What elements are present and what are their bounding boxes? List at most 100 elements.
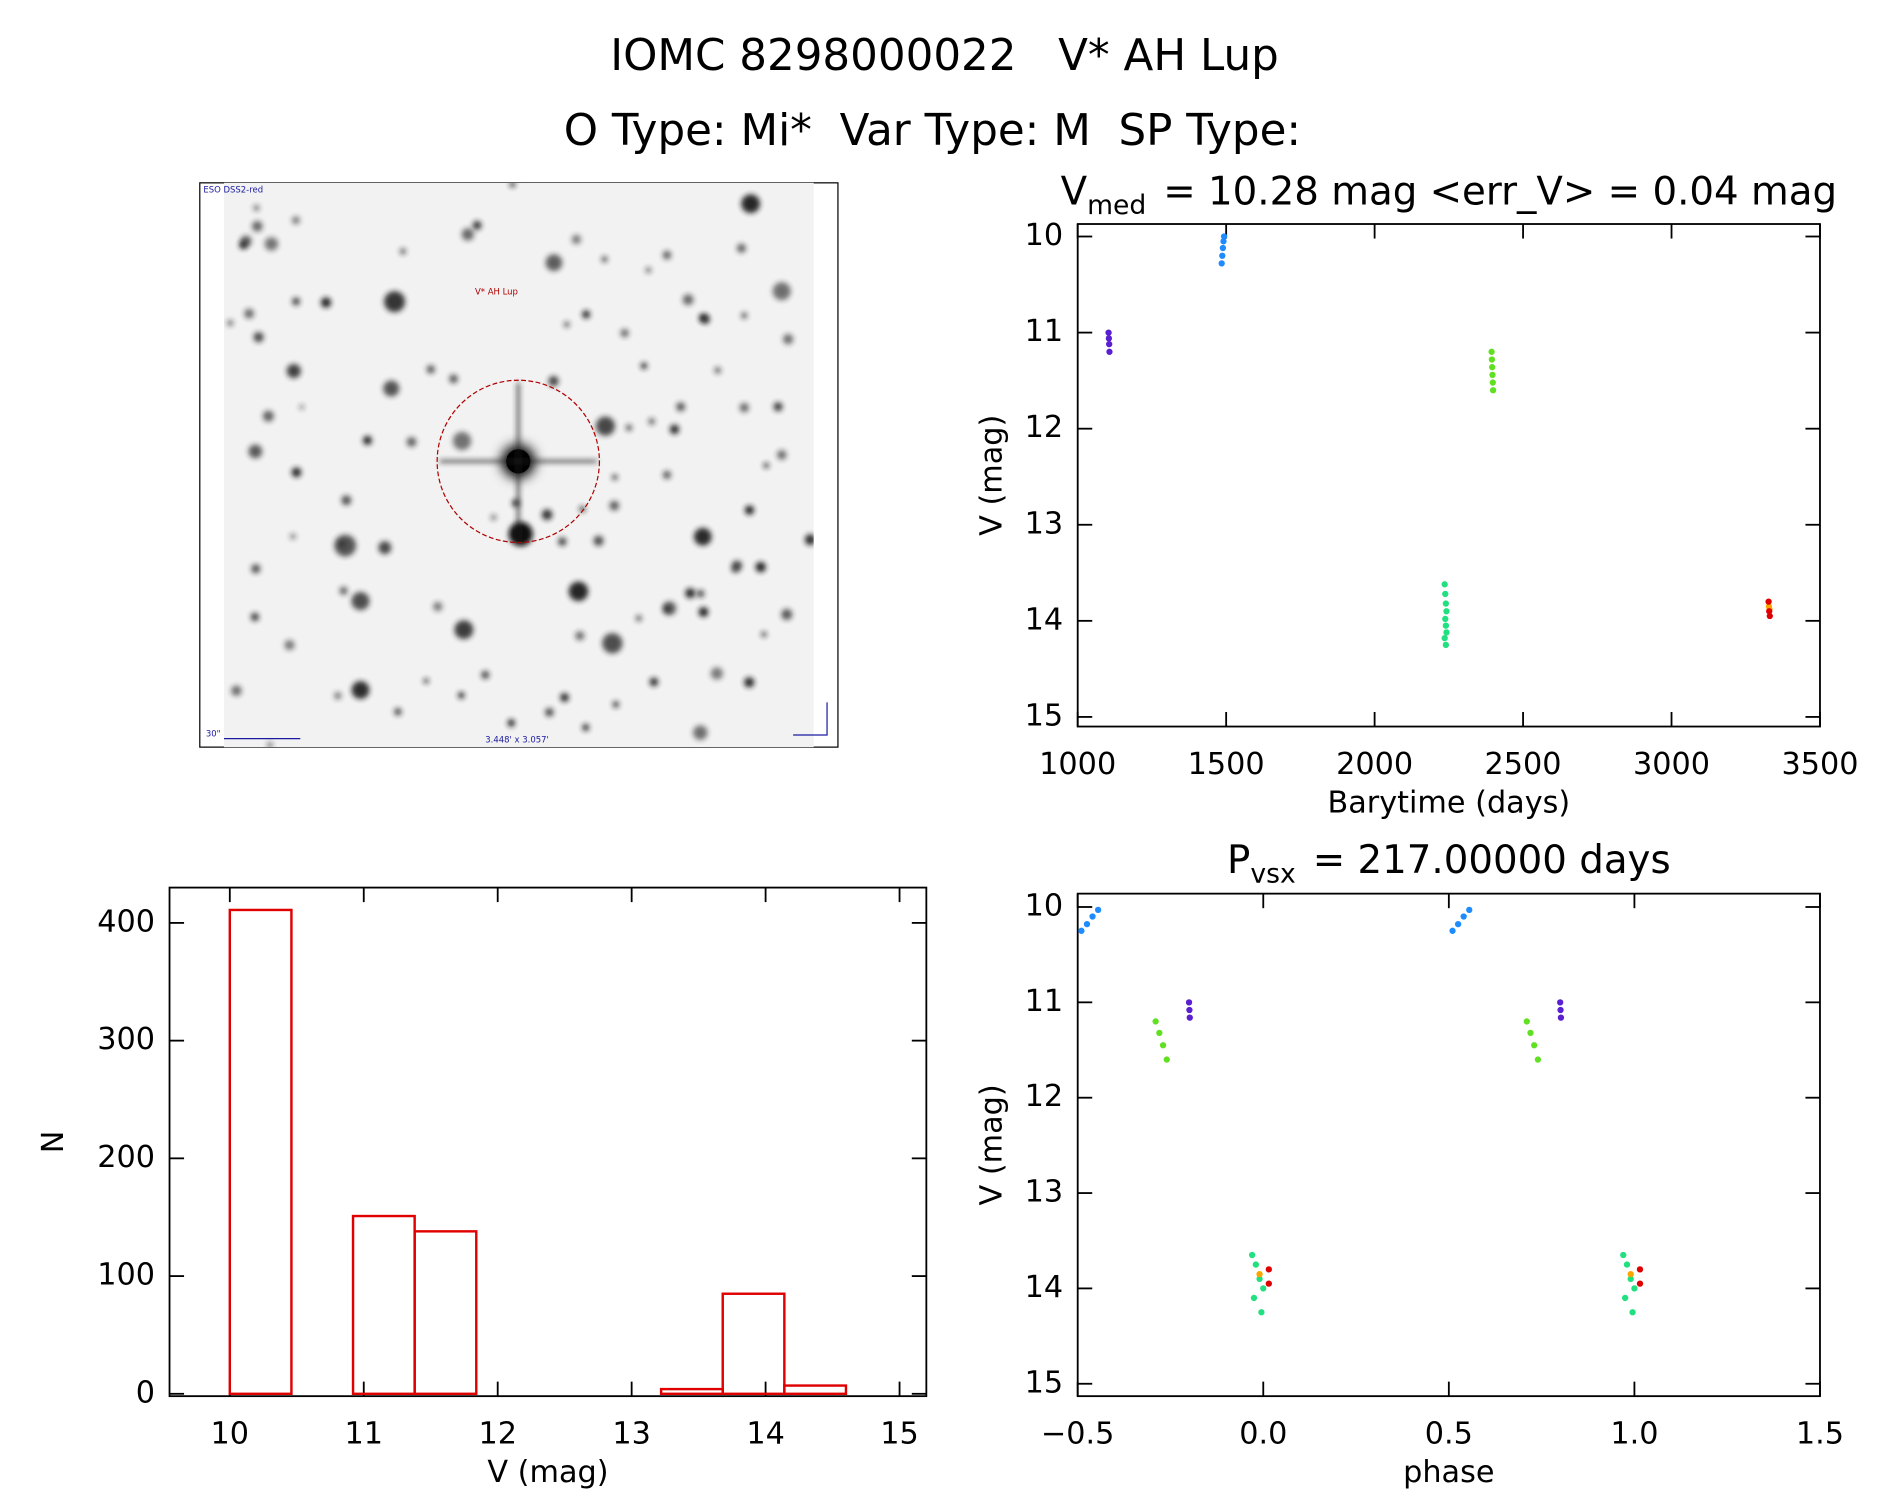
histogram-bar	[413, 1230, 478, 1396]
data-point	[1636, 1266, 1644, 1273]
star	[507, 719, 515, 727]
star	[509, 182, 516, 188]
y-tick-label: 0	[136, 1375, 155, 1410]
star	[226, 319, 234, 327]
star	[698, 607, 709, 617]
x-tick-label: 3000	[1633, 747, 1710, 782]
data-point	[1441, 581, 1448, 588]
star	[761, 631, 767, 638]
y-tick-label: 15	[1025, 1365, 1064, 1400]
x-tick-label: 1000	[1039, 747, 1116, 782]
data-point	[1620, 1251, 1627, 1259]
y-tick-label: 14	[1025, 602, 1064, 637]
star	[620, 328, 629, 338]
title-rest: = 217.00000 days	[1313, 838, 1671, 883]
y-axis-label: V (mag)	[974, 1084, 1009, 1205]
x-tick-label: 14	[746, 1416, 785, 1451]
y-axis-label: N	[36, 1131, 71, 1154]
star	[645, 267, 652, 274]
star	[635, 615, 642, 622]
star	[289, 533, 296, 540]
data-point	[1186, 1006, 1193, 1014]
x-tick-label: 12	[478, 1416, 517, 1451]
star	[773, 402, 783, 412]
data-point	[1442, 615, 1449, 623]
star	[579, 506, 586, 513]
star	[240, 235, 252, 247]
star	[253, 332, 264, 343]
data-point	[1534, 1056, 1542, 1063]
star	[383, 380, 400, 397]
star	[490, 514, 497, 521]
y-tick-label: 100	[97, 1258, 155, 1293]
data-point	[1152, 1018, 1159, 1025]
star	[457, 691, 465, 699]
histogram-bar	[721, 1292, 786, 1396]
data-point	[1083, 921, 1091, 928]
y-tick-label: 11	[1025, 314, 1064, 349]
y-tick-label: 12	[1025, 1079, 1064, 1114]
star	[394, 708, 402, 716]
star	[685, 588, 696, 599]
star	[481, 670, 490, 679]
star	[251, 564, 261, 574]
star	[264, 237, 279, 251]
data-point	[1766, 612, 1773, 620]
histogram-bar	[228, 908, 293, 1396]
plot-frame	[1076, 223, 1821, 728]
star	[575, 631, 585, 641]
star	[601, 256, 608, 263]
star	[739, 402, 749, 413]
x-tick-label: 15	[880, 1416, 919, 1451]
plot-frame	[168, 886, 928, 1398]
data-point	[1441, 634, 1448, 642]
x-axis-label: phase	[1403, 1455, 1494, 1490]
data-point	[1636, 1280, 1644, 1287]
star	[781, 609, 793, 620]
star	[399, 248, 407, 255]
star	[299, 404, 305, 410]
data-point	[1466, 906, 1473, 913]
data-point	[1218, 260, 1225, 267]
title-main: V	[1061, 169, 1088, 214]
data-point	[1105, 329, 1112, 336]
star	[736, 243, 746, 253]
x-tick-label: 2500	[1485, 747, 1562, 782]
target-label: V* AH Lup	[475, 286, 518, 296]
star	[267, 742, 273, 748]
star-field	[226, 182, 814, 748]
title-sub: vsx	[1250, 858, 1295, 889]
y-tick-label: 10	[1025, 218, 1064, 253]
star	[625, 424, 633, 431]
data-point	[1531, 1042, 1538, 1049]
star	[545, 254, 563, 272]
data-point	[1443, 608, 1450, 615]
data-point	[1523, 1018, 1530, 1025]
x-tick-label: 11	[344, 1416, 383, 1451]
star	[763, 462, 769, 469]
star	[571, 234, 582, 245]
x-axis-label: Barytime (days)	[1327, 786, 1570, 821]
star	[744, 505, 755, 515]
data-point	[1631, 1285, 1638, 1292]
x-tick-label: 0.5	[1425, 1416, 1473, 1451]
star	[250, 612, 260, 622]
star	[558, 537, 567, 546]
star	[693, 527, 712, 546]
star	[363, 435, 372, 445]
data-point	[1248, 1251, 1256, 1259]
y-tick-label: 12	[1025, 410, 1064, 445]
data-point	[1250, 1294, 1258, 1302]
data-point	[1627, 1275, 1634, 1283]
y-tick-label: 400	[97, 904, 155, 939]
title-rest: = 10.28 mag <err_V> = 0.04 mag	[1163, 169, 1837, 214]
data-point	[1627, 1270, 1634, 1278]
star	[710, 667, 723, 680]
star	[648, 417, 656, 425]
data-point	[1442, 622, 1450, 629]
star	[454, 620, 474, 640]
data-point	[1766, 608, 1773, 615]
plot-frame	[1076, 892, 1821, 1398]
data-point	[1557, 999, 1564, 1006]
